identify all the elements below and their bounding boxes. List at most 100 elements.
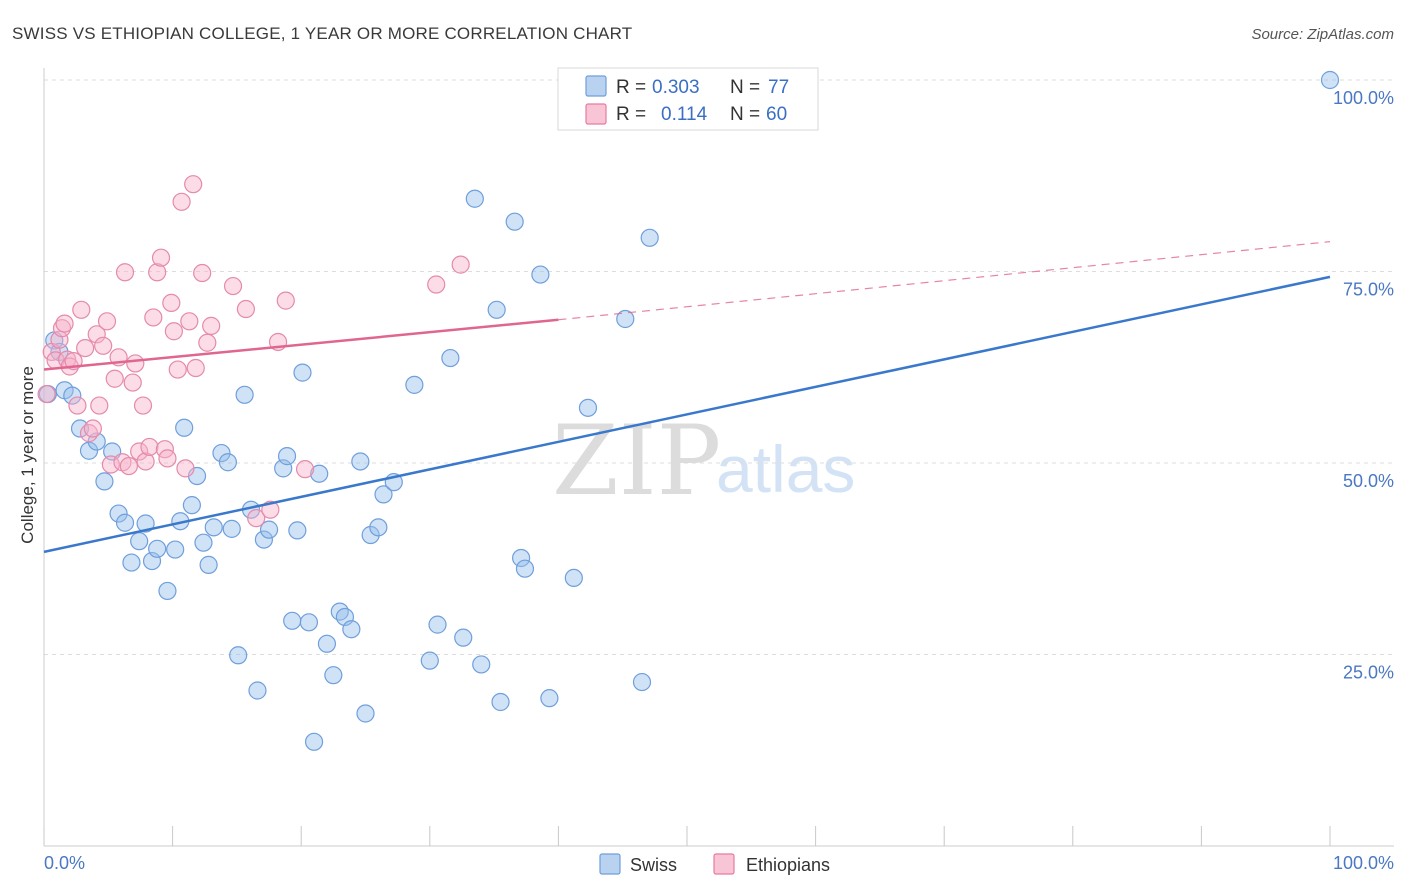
trend-line-ethiopians (43, 318, 559, 371)
point-swiss-40 (299, 613, 319, 632)
watermark-zip: ZIP (552, 405, 721, 517)
point-swiss-55 (420, 651, 439, 670)
point-swiss-23 (194, 533, 213, 552)
point-ethiopians-27 (133, 396, 153, 415)
trend-line-swiss (43, 275, 1331, 554)
point-ethiopians-19 (105, 369, 124, 388)
point-ethiopians-39 (176, 459, 195, 478)
series-points (37, 70, 1340, 751)
point-swiss-49 (356, 704, 375, 723)
chart-title: SWISS VS ETHIOPIAN COLLEGE, 1 YEAR OR MO… (12, 24, 632, 43)
legend-n-label-swiss: N = (730, 77, 760, 98)
point-ethiopians-34 (158, 449, 177, 468)
point-swiss-8 (95, 472, 114, 491)
point-ethiopians-23 (119, 456, 138, 476)
y-axis-label: College, 1 year or more (18, 366, 37, 544)
source-label: Source: ZipAtlas.com (1251, 26, 1394, 43)
legend-r-value-swiss: 0.303 (652, 77, 700, 98)
point-ethiopians-29 (140, 437, 159, 457)
x-axis-ticks (43, 826, 1331, 846)
point-ethiopians-42 (186, 358, 205, 378)
watermark-atlas: atlas (716, 432, 855, 506)
point-swiss-59 (465, 189, 484, 208)
point-swiss-32 (248, 681, 267, 700)
point-swiss-33 (254, 530, 274, 549)
y-tick-label-50: 50.0% (1343, 471, 1394, 491)
point-swiss-56 (428, 615, 447, 634)
point-ethiopians-37 (168, 360, 187, 379)
point-swiss-63 (505, 212, 524, 231)
point-ethiopians-47 (236, 299, 256, 319)
bottom-legend-swatch-ethiopians (713, 853, 735, 875)
point-swiss-37 (283, 611, 302, 630)
point-ethiopians-0 (37, 384, 56, 404)
point-swiss-6 (79, 441, 99, 460)
point-swiss-18 (166, 540, 185, 559)
point-swiss-27 (218, 453, 237, 472)
point-swiss-11 (115, 513, 135, 532)
legend-n-value-swiss: 77 (768, 77, 789, 98)
point-swiss-47 (342, 620, 361, 639)
point-swiss-12 (122, 553, 141, 572)
point-ethiopians-16 (94, 336, 113, 355)
legend-n-value-ethiopians: 60 (766, 104, 787, 125)
point-ethiopians-46 (223, 276, 243, 296)
point-ethiopians-28 (136, 452, 155, 471)
point-ethiopians-43 (193, 263, 212, 283)
point-swiss-28 (222, 519, 241, 538)
point-swiss-38 (288, 521, 307, 540)
y-tick-labels: 25.0% 50.0% 75.0% 100.0% (1333, 88, 1394, 683)
bottom-legend-swatch-swiss (599, 853, 621, 875)
point-swiss-21 (182, 496, 201, 515)
series-swiss (38, 70, 1340, 751)
point-ethiopians-51 (276, 291, 295, 310)
point-swiss-66 (531, 265, 550, 284)
point-ethiopians-15 (90, 396, 109, 415)
point-ethiopians-30 (144, 308, 163, 327)
point-swiss-61 (487, 300, 506, 319)
point-ethiopians-53 (427, 275, 446, 294)
point-swiss-45 (330, 602, 349, 621)
point-swiss-54 (405, 375, 424, 394)
point-ethiopians-5 (55, 314, 74, 333)
point-swiss-43 (317, 634, 337, 653)
point-ethiopians-3 (50, 330, 69, 349)
point-swiss-29 (229, 646, 248, 665)
point-ethiopians-32 (151, 248, 171, 267)
point-ethiopians-13 (83, 419, 102, 438)
bottom-legend-label-swiss: Swiss (630, 855, 677, 875)
point-swiss-72 (640, 228, 659, 247)
point-ethiopians-11 (76, 339, 95, 358)
point-swiss-51 (369, 518, 388, 537)
point-ethiopians-52 (295, 460, 315, 479)
x-tick-label-max: 100.0% (1333, 853, 1394, 873)
point-ethiopians-17 (97, 312, 117, 331)
point-swiss-69 (578, 398, 598, 417)
point-swiss-70 (616, 309, 635, 329)
y-tick-label-75: 75.0% (1343, 280, 1394, 300)
legend-r-label-ethiopians: R = (616, 104, 646, 125)
bottom-legend-label-ethiopians: Ethiopians (746, 855, 830, 875)
legend-r-label-swiss: R = (616, 77, 646, 98)
point-ethiopians-48 (247, 509, 266, 528)
point-ethiopians-35 (162, 293, 181, 313)
point-ethiopians-38 (172, 192, 191, 211)
point-swiss-5 (70, 419, 90, 438)
point-ethiopians-24 (123, 373, 142, 392)
point-swiss-13 (130, 532, 149, 551)
point-swiss-60 (472, 655, 491, 674)
point-swiss-41 (304, 732, 324, 751)
point-swiss-10 (109, 504, 128, 523)
point-swiss-57 (441, 348, 460, 368)
trend-lines (43, 241, 1331, 554)
point-ethiopians-36 (164, 322, 183, 341)
point-swiss-50 (361, 525, 380, 545)
point-swiss-34 (259, 520, 279, 539)
point-ethiopians-40 (180, 312, 199, 331)
point-swiss-16 (148, 539, 167, 558)
point-swiss-39 (293, 363, 312, 382)
point-swiss-68 (564, 568, 583, 588)
point-ethiopians-44 (198, 333, 217, 352)
point-swiss-62 (491, 692, 510, 712)
point-swiss-30 (235, 385, 254, 404)
